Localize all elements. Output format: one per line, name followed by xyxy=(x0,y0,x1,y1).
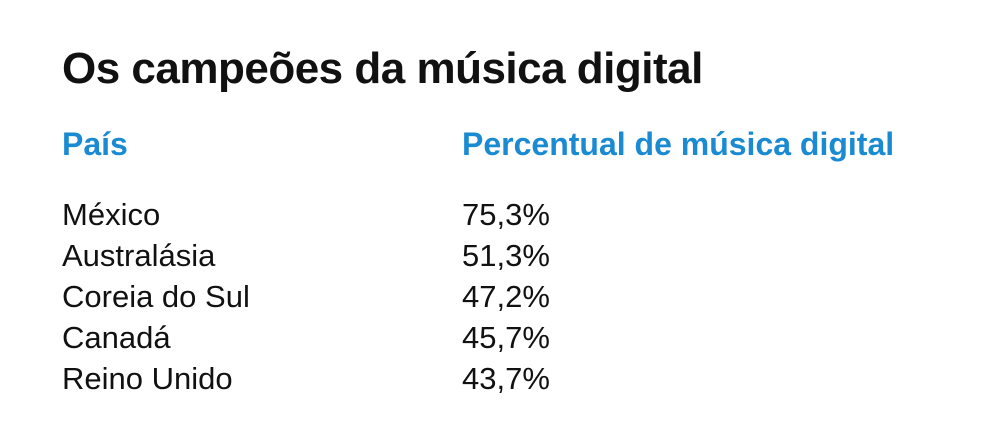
table-row: Reino Unido 43,7% xyxy=(62,358,962,399)
value-cell: 45,7% xyxy=(462,319,550,355)
country-cell: Coreia do Sul xyxy=(62,278,250,314)
value-cell: 43,7% xyxy=(462,360,550,396)
table-row: México 75,3% xyxy=(62,194,962,235)
table-row: Australásia 51,3% xyxy=(62,235,962,276)
column-header-value: Percentual de música digital xyxy=(462,126,895,162)
country-cell: México xyxy=(62,196,161,232)
value-cell: 47,2% xyxy=(462,278,550,314)
chart-title: Os campeões da música digital xyxy=(62,44,703,93)
country-cell: Reino Unido xyxy=(62,360,233,396)
country-cell: Australásia xyxy=(62,237,216,273)
column-header-country: País xyxy=(62,126,128,162)
value-cell: 51,3% xyxy=(462,237,550,273)
table-body: México 75,3% Australásia 51,3% Coreia do… xyxy=(62,194,962,399)
value-cell: 75,3% xyxy=(462,196,550,232)
country-cell: Canadá xyxy=(62,319,171,355)
table-row: Coreia do Sul 47,2% xyxy=(62,276,962,317)
table-row: Canadá 45,7% xyxy=(62,317,962,358)
